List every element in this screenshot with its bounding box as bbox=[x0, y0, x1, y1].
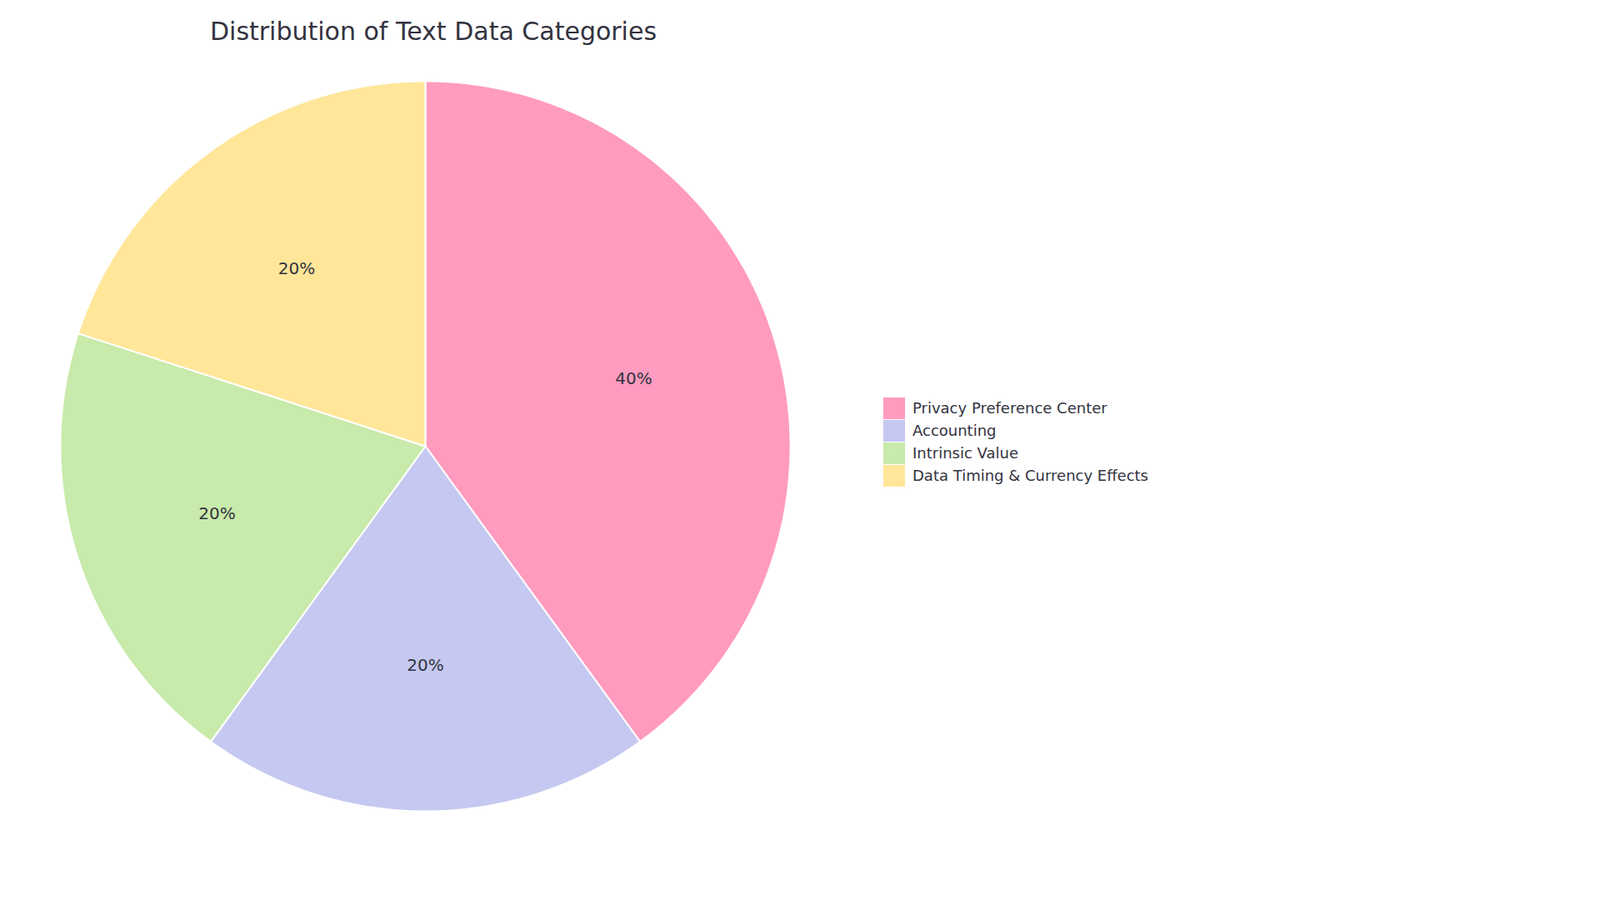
svg-text:20%: 20% bbox=[278, 258, 315, 279]
svg-text:20%: 20% bbox=[198, 503, 235, 524]
svg-text:40%: 40% bbox=[615, 368, 652, 389]
html-text:Intrinsic Value: Intrinsic Value bbox=[912, 444, 1019, 462]
html-text:Distribution of Text Data Cate: Distribution of Text Data Categories bbox=[210, 16, 657, 46]
html-text:Data Timing & Currency Effects: Data Timing & Currency Effects bbox=[912, 466, 1149, 485]
html-text:Privacy Preference Center: Privacy Preference Center bbox=[912, 399, 1108, 417]
html-text:Accounting: Accounting bbox=[912, 421, 997, 440]
svg-text:20%: 20% bbox=[406, 655, 444, 675]
